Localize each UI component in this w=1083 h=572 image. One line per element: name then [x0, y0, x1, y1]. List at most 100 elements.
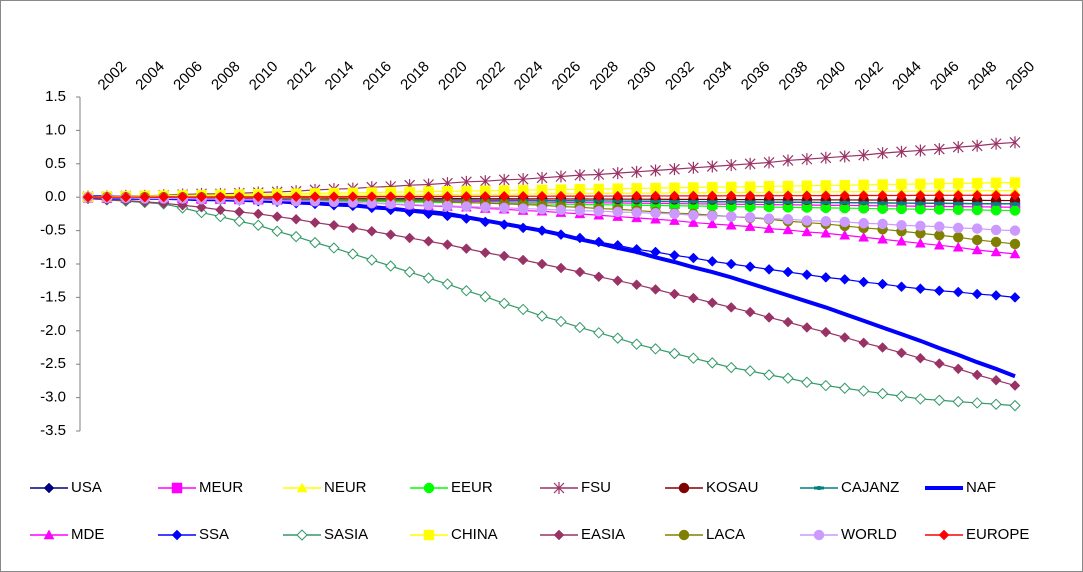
- data-point: [915, 178, 926, 190]
- y-tick-label: -3.5: [40, 422, 66, 439]
- data-point: [952, 141, 964, 154]
- y-tick-label: -2.5: [40, 355, 66, 372]
- legend-label: NAF: [966, 479, 996, 496]
- data-point: [763, 369, 775, 381]
- data-point: [744, 365, 756, 377]
- data-point: [877, 179, 888, 190]
- data-point: [555, 184, 567, 195]
- data-point: [725, 258, 737, 270]
- data-point: [952, 204, 964, 215]
- data-point: [915, 352, 926, 364]
- data-point: [991, 201, 1002, 206]
- data-point: [309, 191, 321, 203]
- data-point: [669, 190, 680, 202]
- y-tick-label: -1.5: [40, 288, 66, 305]
- data-point: [820, 216, 832, 227]
- data-point: [650, 164, 661, 177]
- data-point: [688, 190, 699, 202]
- data-point: [1009, 248, 1021, 259]
- data-point: [763, 190, 775, 202]
- data-point: [479, 190, 491, 202]
- data-point: [744, 190, 756, 202]
- y-tick-label: 0.5: [45, 155, 66, 172]
- data-point: [574, 232, 586, 244]
- legend-label: MEUR: [199, 479, 243, 496]
- data-point: [877, 218, 888, 230]
- legend-label: SASIA: [324, 526, 368, 543]
- legend-label: CHINA: [451, 526, 498, 543]
- data-point: [952, 395, 964, 408]
- legend-label: EASIA: [581, 526, 625, 543]
- data-point: [934, 230, 945, 241]
- data-point: [612, 183, 623, 194]
- data-point: [725, 361, 737, 374]
- data-point: [990, 205, 1002, 216]
- data-point: [1009, 292, 1021, 303]
- data-point: [971, 234, 983, 246]
- data-point: [858, 149, 870, 162]
- data-point: [972, 201, 983, 206]
- data-point: [688, 182, 699, 193]
- data-point: [952, 232, 964, 243]
- data-point: [877, 147, 888, 160]
- data-point: [744, 157, 756, 170]
- data-point: [915, 190, 926, 201]
- data-point: [631, 279, 642, 291]
- legend-label: KOSAU: [706, 479, 759, 496]
- data-point: [877, 278, 888, 290]
- data-point: [896, 190, 907, 201]
- legend-marker: [296, 529, 308, 541]
- data-point: [725, 190, 737, 202]
- data-point: [555, 229, 567, 240]
- data-point: [650, 190, 661, 202]
- data-point: [668, 347, 681, 360]
- data-point: [782, 224, 794, 235]
- data-point: [801, 322, 813, 333]
- data-point: [971, 288, 983, 300]
- data-point: [442, 239, 453, 250]
- data-point: [498, 173, 510, 186]
- data-point: [593, 271, 605, 283]
- data-point: [801, 215, 813, 226]
- data-point: [517, 190, 529, 202]
- data-point: [933, 239, 945, 250]
- data-point: [744, 181, 756, 192]
- data-point: [782, 316, 794, 328]
- data-point: [687, 217, 699, 227]
- data-point: [630, 338, 643, 350]
- data-point: [934, 204, 945, 215]
- data-point: [650, 213, 661, 224]
- data-point: [820, 200, 831, 205]
- data-point: [593, 190, 605, 202]
- data-point: [442, 210, 453, 222]
- data-point: [876, 387, 889, 400]
- data-point: [744, 306, 756, 318]
- legend-marker: [938, 529, 950, 541]
- data-point: [612, 332, 624, 344]
- data-point: [990, 137, 1002, 150]
- data-point: [971, 204, 983, 216]
- data-point: [688, 292, 699, 304]
- data-point: [763, 181, 775, 192]
- data-point: [385, 198, 396, 210]
- data-point: [725, 219, 737, 230]
- data-point: [934, 201, 945, 206]
- data-point: [896, 235, 907, 246]
- data-point: [877, 203, 888, 214]
- legend-label: EEUR: [451, 479, 493, 496]
- data-point: [461, 243, 472, 254]
- data-point: [517, 173, 529, 186]
- data-point: [536, 258, 548, 270]
- data-point: [631, 243, 642, 255]
- data-point: [82, 191, 94, 203]
- data-point: [480, 202, 491, 213]
- data-point: [631, 190, 642, 202]
- data-point: [953, 201, 964, 206]
- data-point: [498, 185, 510, 196]
- data-point: [593, 206, 605, 217]
- data-point: [347, 248, 359, 260]
- data-point: [366, 225, 378, 237]
- data-point: [801, 226, 813, 237]
- data-point: [820, 379, 832, 392]
